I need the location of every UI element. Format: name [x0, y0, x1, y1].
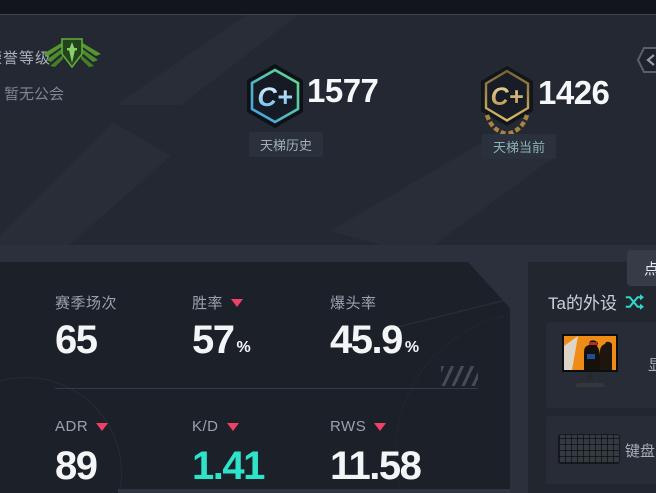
- stat-kd-value: 1.41: [192, 444, 265, 488]
- camo-decoration: [330, 135, 555, 245]
- shuffle-icon[interactable]: [625, 293, 644, 310]
- stat-headshot-label: 爆头率: [330, 295, 377, 312]
- stat-rws-value-row: 11.58: [330, 444, 422, 488]
- stats-divider: [55, 388, 478, 389]
- stat-adr-label: ADR: [55, 418, 89, 435]
- stat-kd-label: K/D: [192, 418, 219, 435]
- bottom-strip-decoration: [118, 489, 510, 493]
- trend-down-icon: [374, 422, 387, 431]
- stat-rws-value: 11.58: [330, 444, 422, 488]
- action-button-label: 点: [644, 260, 656, 278]
- honor-wings-shield-icon: [43, 38, 101, 69]
- rank-history-badge-icon: C+: [247, 64, 303, 128]
- stat-matches: 赛季场次: [55, 292, 117, 313]
- stat-headshot-value: 45.9: [330, 318, 403, 362]
- stat-rws-label: RWS: [330, 418, 367, 435]
- svg-text:C+: C+: [491, 83, 524, 111]
- stat-winrate-label: 胜率: [192, 295, 224, 312]
- stat-headshot-unit: %: [404, 339, 420, 356]
- stat-headshot-value-row: 45.9 %: [330, 320, 419, 360]
- slashes-decoration: [441, 366, 478, 386]
- rank-history-value: 1577: [307, 72, 379, 109]
- guild-status-text: 暂无公会: [4, 86, 65, 103]
- action-button[interactable]: 点: [627, 250, 656, 286]
- stat-rws: RWS: [330, 418, 387, 435]
- rank-current-value: 1426: [538, 74, 610, 111]
- stat-matches-value: 65: [55, 318, 98, 362]
- peripheral-card-keyboard[interactable]: 键盘: [546, 416, 656, 484]
- rank-current-label: 天梯当前: [482, 134, 557, 159]
- peripherals-header: Ta的外设: [548, 289, 644, 314]
- top-strip-divider: [0, 14, 656, 15]
- monitor-label: 显示器: [648, 357, 656, 374]
- stat-winrate-unit: %: [236, 339, 251, 356]
- back-chevron-hex-icon[interactable]: [636, 46, 656, 74]
- stat-winrate: 胜率: [192, 292, 244, 313]
- peripherals-panel: Ta的外设 显示器 键盘: [528, 262, 656, 493]
- window-top-strip: [0, 0, 656, 14]
- stat-winrate-value-row: 57 %: [192, 320, 251, 360]
- stat-winrate-value: 57: [192, 318, 235, 362]
- stat-kd-value-row: 1.41: [192, 444, 265, 488]
- rank-current-badge-icon: C+: [481, 66, 533, 137]
- trend-down-icon: [226, 422, 239, 431]
- keyboard-icon: [558, 434, 620, 464]
- monitor-icon: [562, 334, 618, 387]
- stat-matches-value-row: 65: [55, 318, 98, 362]
- peripheral-card-monitor[interactable]: 显示器: [546, 322, 656, 408]
- trend-down-icon: [231, 298, 244, 307]
- stat-adr: ADR: [55, 418, 109, 435]
- season-stats-panel: 赛季场次 胜率 爆头率 65 57 % 45.9 % ADR K/D RWS 8…: [0, 262, 510, 493]
- stat-adr-value-row: 89: [55, 444, 98, 488]
- trend-down-icon: [96, 422, 109, 431]
- stat-matches-label: 赛季场次: [55, 295, 118, 312]
- peripherals-title: Ta的外设: [548, 294, 617, 313]
- svg-text:C+: C+: [257, 82, 292, 112]
- keyboard-label: 键盘: [625, 443, 656, 460]
- profile-panel: 荣誉等级 暂无公会 C+ 1577 天梯历史: [0, 15, 656, 245]
- stat-adr-value: 89: [55, 444, 98, 488]
- stat-headshot: 爆头率: [330, 292, 377, 313]
- stat-kd: K/D: [192, 418, 239, 435]
- rank-history-label: 天梯历史: [249, 132, 324, 157]
- honor-level-label: 荣誉等级: [0, 50, 52, 67]
